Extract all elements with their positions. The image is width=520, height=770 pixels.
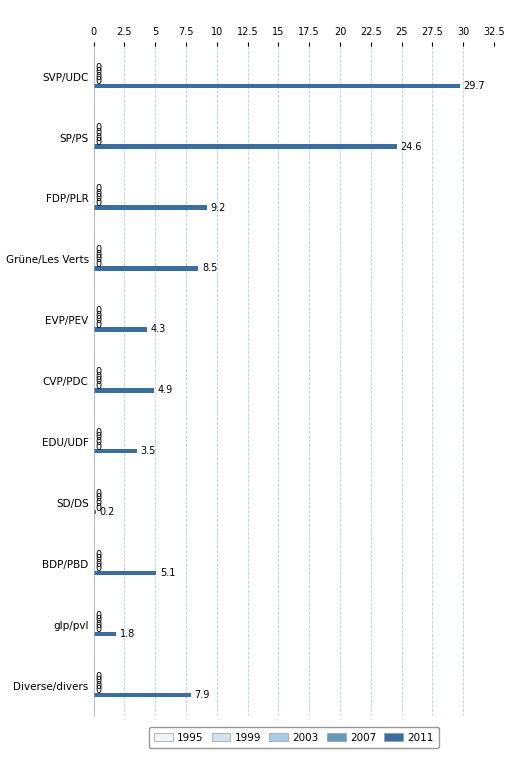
Text: 0: 0 bbox=[96, 367, 102, 377]
Legend: 1995, 1999, 2003, 2007, 2011: 1995, 1999, 2003, 2007, 2011 bbox=[149, 728, 439, 748]
Bar bbox=[94, 571, 157, 575]
Bar bbox=[94, 510, 96, 514]
Text: 29.7: 29.7 bbox=[463, 81, 485, 91]
Text: 3.5: 3.5 bbox=[140, 446, 156, 456]
Text: 0: 0 bbox=[96, 676, 102, 686]
Text: 24.6: 24.6 bbox=[400, 142, 422, 152]
Text: 1.8: 1.8 bbox=[120, 629, 135, 639]
Bar bbox=[94, 388, 154, 393]
Text: 0: 0 bbox=[96, 554, 102, 564]
Text: 0: 0 bbox=[96, 306, 102, 316]
Bar bbox=[94, 206, 207, 210]
Text: 0: 0 bbox=[96, 137, 102, 147]
Text: 0: 0 bbox=[96, 489, 102, 499]
Text: 0: 0 bbox=[96, 198, 102, 208]
Text: 9.2: 9.2 bbox=[211, 203, 226, 213]
Text: 7.9: 7.9 bbox=[194, 690, 210, 700]
Bar bbox=[94, 631, 116, 636]
Bar bbox=[94, 83, 460, 88]
Text: 0: 0 bbox=[96, 76, 102, 86]
Text: 0: 0 bbox=[96, 377, 102, 386]
Text: 0: 0 bbox=[96, 494, 102, 504]
Bar bbox=[94, 266, 198, 271]
Text: 4.9: 4.9 bbox=[158, 385, 173, 395]
Text: 0: 0 bbox=[96, 245, 102, 255]
Bar bbox=[94, 692, 191, 697]
Text: 0: 0 bbox=[96, 681, 102, 691]
Bar bbox=[94, 327, 147, 332]
Text: 0: 0 bbox=[96, 428, 102, 438]
Text: 0.2: 0.2 bbox=[100, 507, 115, 517]
Text: 5.1: 5.1 bbox=[160, 568, 176, 578]
Text: 0: 0 bbox=[96, 685, 102, 695]
Text: 0: 0 bbox=[96, 184, 102, 194]
Text: 0: 0 bbox=[96, 123, 102, 133]
Text: 0: 0 bbox=[96, 320, 102, 330]
Text: 0: 0 bbox=[96, 72, 102, 82]
Text: 0: 0 bbox=[96, 437, 102, 447]
Text: 0: 0 bbox=[96, 249, 102, 259]
Text: 0: 0 bbox=[96, 372, 102, 382]
Text: 8.5: 8.5 bbox=[202, 263, 217, 273]
Bar bbox=[94, 449, 137, 454]
Bar bbox=[94, 145, 397, 149]
Text: 0: 0 bbox=[96, 671, 102, 681]
Text: 0: 0 bbox=[96, 433, 102, 443]
Text: 0: 0 bbox=[96, 128, 102, 138]
Text: 0: 0 bbox=[96, 310, 102, 320]
Text: 4.3: 4.3 bbox=[150, 324, 165, 334]
Text: 0: 0 bbox=[96, 559, 102, 569]
Text: 0: 0 bbox=[96, 550, 102, 560]
Text: 0: 0 bbox=[96, 62, 102, 72]
Text: 0: 0 bbox=[96, 315, 102, 325]
Text: 0: 0 bbox=[96, 620, 102, 630]
Text: 0: 0 bbox=[96, 611, 102, 621]
Text: 0: 0 bbox=[96, 624, 102, 634]
Text: 0: 0 bbox=[96, 380, 102, 390]
Text: 0: 0 bbox=[96, 254, 102, 264]
Text: 0: 0 bbox=[96, 259, 102, 269]
Text: 0: 0 bbox=[96, 498, 102, 508]
Text: 0: 0 bbox=[96, 503, 102, 513]
Text: 0: 0 bbox=[96, 189, 102, 199]
Text: 0: 0 bbox=[96, 132, 102, 142]
Text: 0: 0 bbox=[96, 193, 102, 203]
Text: 0: 0 bbox=[96, 615, 102, 625]
Text: 0: 0 bbox=[96, 442, 102, 452]
Text: 0: 0 bbox=[96, 67, 102, 77]
Text: 0: 0 bbox=[96, 564, 102, 574]
